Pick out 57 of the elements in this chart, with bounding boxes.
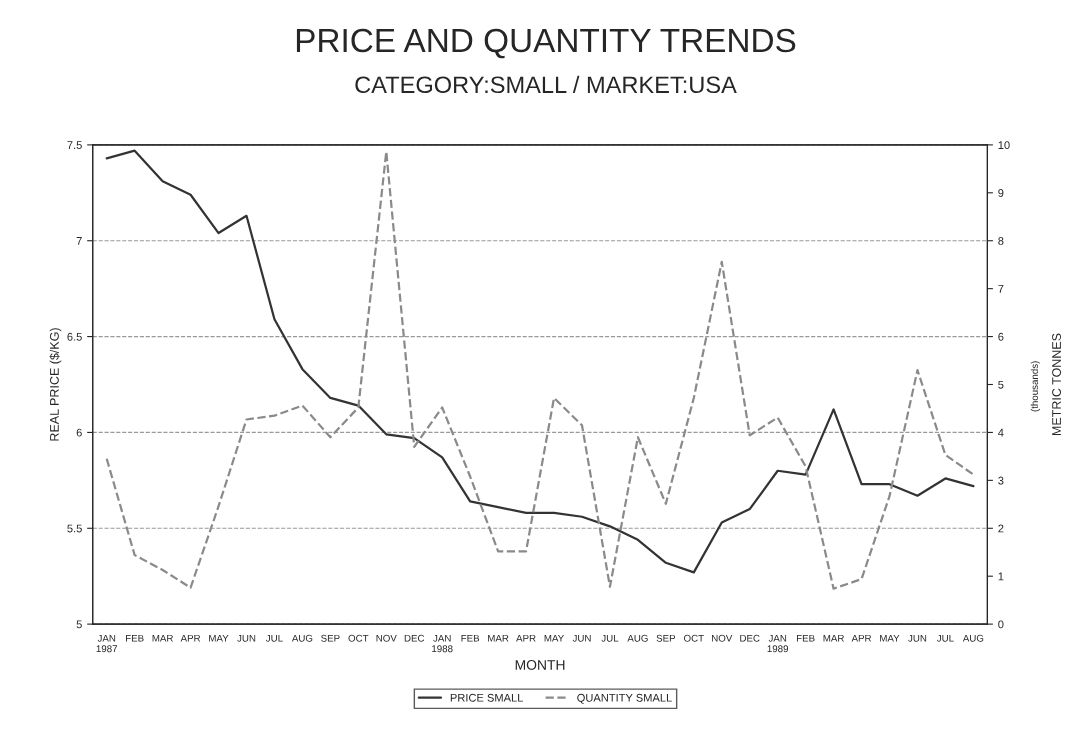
y2-tick-label: 9 [998, 189, 1004, 197]
legend-label: PRICE SMALL [450, 693, 524, 702]
y2-tick-label: 2 [998, 524, 1004, 533]
x-tick-label: APR [516, 634, 536, 642]
x-tick-label: SEP [656, 634, 676, 642]
x-tick-label: JUL [601, 634, 619, 642]
x-tick-label: SEP [321, 634, 340, 642]
y-tick-label: 7 [76, 237, 82, 245]
y-tick-label: 6 [76, 428, 82, 437]
y-tick-label: 5.5 [67, 524, 82, 533]
y-tick-label: 5 [76, 620, 82, 629]
x-tick-label: FEB [461, 634, 480, 642]
x-tick-label: AUG [291, 634, 313, 642]
y-tick-label: 7.5 [67, 141, 82, 150]
x-tick-label: NOV [376, 634, 397, 642]
x-tick-label: DEC [404, 634, 425, 642]
y2-tick-label: 7 [998, 285, 1004, 293]
x-tick-label: MAY [880, 634, 900, 642]
x-tick-label: JUN [908, 634, 927, 642]
y2-tick-label: 4 [998, 428, 1004, 437]
x-tick-label: JAN 1989 [767, 634, 789, 653]
x-tick-label: OCT [684, 634, 704, 642]
legend-label: QUANTITY SMALL [577, 693, 672, 704]
text: (thousands) [1030, 361, 1040, 412]
y2-tick-label: 3 [998, 476, 1004, 485]
x-tick-label: FEB [796, 634, 815, 642]
chart-title: PRICE AND QUANTITY TRENDS [296, 28, 796, 59]
x-axis-title: MONTH [515, 659, 565, 670]
x-tick-label: AUG [627, 634, 648, 642]
x-tick-label: JAN 1988 [432, 634, 453, 653]
y2-tick-label: 8 [998, 237, 1004, 245]
y-tick-label: 6.5 [67, 332, 82, 341]
y2-tick-label: 5 [998, 380, 1004, 389]
x-tick-label: MAR [488, 634, 509, 642]
x-tick-label: APR [180, 634, 201, 642]
y2-tick-label: 1 [998, 572, 1004, 581]
x-tick-label: OCT [348, 634, 369, 642]
chart-subtitle: CATEGORY:SMALL / MARKET:USA [355, 75, 737, 94]
x-tick-label: DEC [740, 634, 760, 642]
x-tick-label: JUL [265, 634, 283, 642]
x-tick-label: AUG [962, 634, 984, 642]
y2-tick-label: 6 [998, 332, 1004, 341]
x-tick-label: NOV [712, 634, 733, 642]
y-axis-title: REAL PRICE ($/KG) [49, 328, 62, 441]
x-tick-label: APR [851, 634, 872, 642]
x-tick-label: MAR [823, 634, 844, 642]
x-tick-label: JUN [237, 634, 256, 642]
x-tick-label: MAR [152, 634, 173, 642]
y2-tick-label: 10 [998, 141, 1010, 150]
y2-tick-label: 0 [998, 620, 1004, 629]
x-tick-label: FEB [126, 634, 144, 642]
x-tick-label: JAN 1987 [96, 634, 118, 653]
x-tick-label: MAY [209, 634, 229, 642]
x-tick-label: MAY [544, 634, 564, 642]
y2-axis-title: METRIC TONNES [1052, 333, 1061, 435]
x-tick-label: JUL [936, 634, 954, 642]
x-tick-label: JUN [572, 634, 591, 642]
